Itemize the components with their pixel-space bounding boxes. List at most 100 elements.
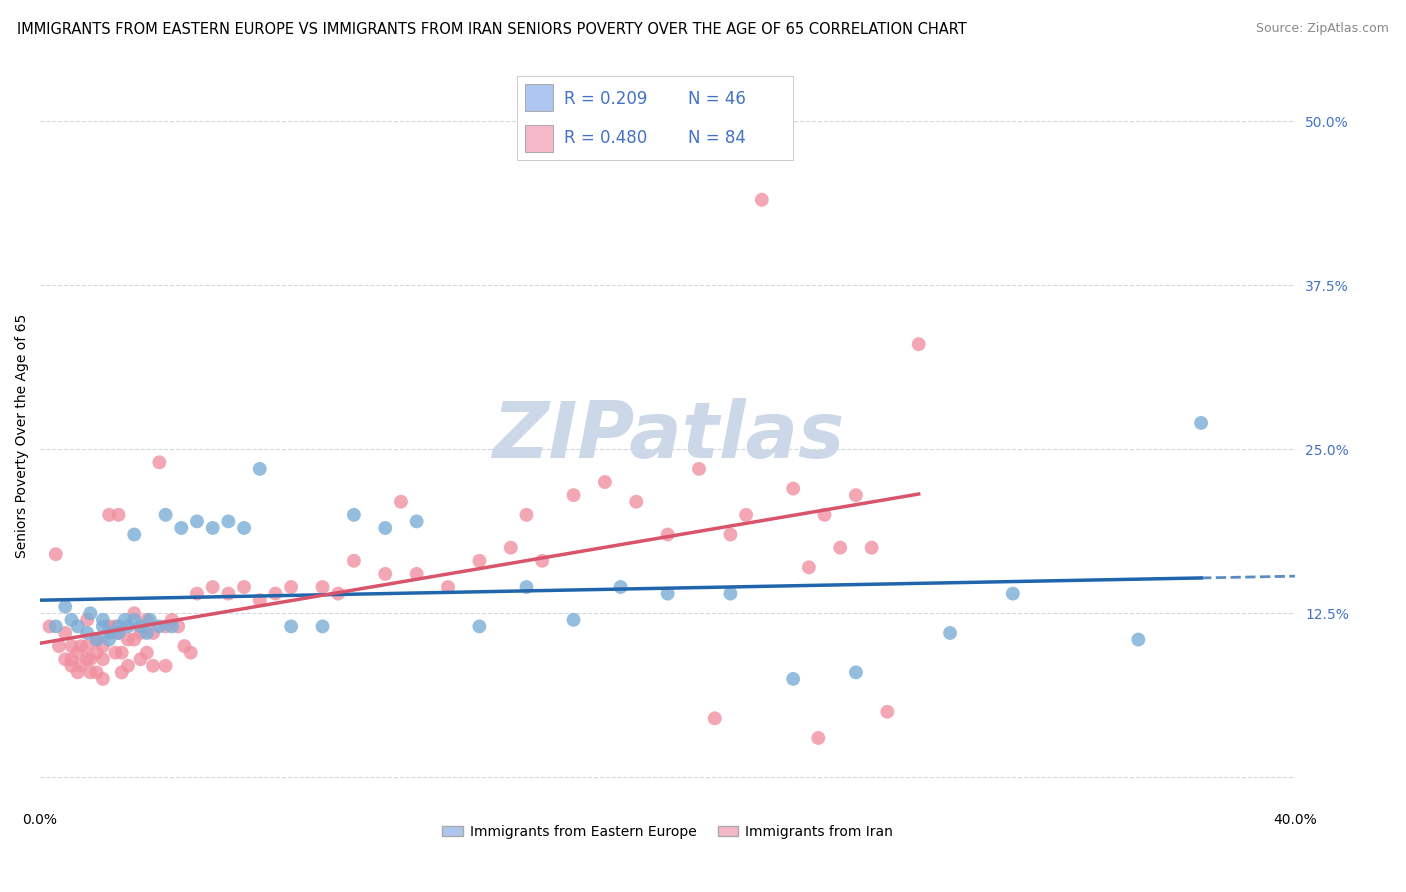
Point (217, 515, 239, 529)
Point (343, 508, 366, 522)
Point (907, 337, 929, 351)
Point (38, 619, 60, 633)
Point (311, 580, 333, 594)
Point (114, 613, 136, 627)
Point (91, 639, 114, 653)
Point (782, 672, 804, 686)
Point (876, 705, 898, 719)
Point (139, 613, 162, 627)
Point (720, 586, 742, 600)
Point (86, 665, 108, 680)
Point (405, 515, 427, 529)
Point (66, 619, 89, 633)
Point (468, 619, 491, 633)
Point (405, 566, 427, 581)
Point (86, 646, 108, 660)
Point (562, 488, 585, 502)
Point (233, 521, 256, 535)
Point (155, 508, 177, 522)
Point (657, 586, 679, 600)
Point (142, 658, 165, 673)
Point (249, 462, 271, 476)
Text: IMMIGRANTS FROM EASTERN EUROPE VS IMMIGRANTS FROM IRAN SENIORS POVERTY OVER THE : IMMIGRANTS FROM EASTERN EUROPE VS IMMIGR… (17, 22, 966, 37)
Point (939, 626, 962, 640)
Point (111, 646, 134, 660)
Point (797, 560, 820, 574)
Text: ZIPatlas: ZIPatlas (492, 398, 844, 474)
Point (180, 646, 202, 660)
Point (135, 646, 157, 660)
Point (66, 665, 89, 680)
Point (562, 613, 585, 627)
Point (328, 586, 350, 600)
Point (311, 619, 333, 633)
Point (201, 580, 224, 594)
Point (117, 658, 139, 673)
Point (76, 639, 98, 653)
Point (86, 632, 108, 647)
Point (111, 665, 134, 680)
Point (129, 619, 152, 633)
Point (515, 508, 537, 522)
Point (249, 593, 271, 607)
Legend: Immigrants from Eastern Europe, Immigrants from Iran: Immigrants from Eastern Europe, Immigran… (437, 820, 898, 845)
Point (1128, 632, 1150, 647)
Point (173, 639, 195, 653)
Point (374, 521, 396, 535)
Point (148, 619, 170, 633)
Point (751, 193, 773, 207)
Point (70, 658, 93, 673)
Point (160, 613, 183, 627)
Point (79, 665, 101, 680)
Point (593, 475, 616, 489)
Point (98, 632, 121, 647)
Point (160, 619, 183, 633)
Point (104, 619, 127, 633)
Point (122, 613, 145, 627)
Point (104, 646, 127, 660)
Point (91, 613, 114, 627)
Point (807, 731, 830, 745)
Point (609, 580, 631, 594)
Point (107, 626, 129, 640)
Point (703, 711, 725, 725)
Point (107, 619, 129, 633)
Point (389, 494, 412, 508)
Point (830, 541, 852, 555)
Point (70, 639, 93, 653)
Point (122, 607, 145, 621)
Point (45, 619, 67, 633)
Point (129, 626, 152, 640)
Point (53, 599, 76, 614)
Point (186, 586, 208, 600)
Point (45, 547, 67, 561)
Point (155, 658, 177, 673)
Point (91, 619, 114, 633)
Point (735, 508, 758, 522)
Point (91, 672, 114, 686)
Point (170, 521, 193, 535)
Point (437, 580, 460, 594)
Point (117, 619, 139, 633)
Point (98, 619, 121, 633)
Point (468, 554, 491, 568)
Point (76, 626, 98, 640)
Point (499, 541, 522, 555)
Point (76, 613, 98, 627)
Point (117, 632, 139, 647)
Point (60, 652, 83, 666)
Point (91, 652, 114, 666)
Point (186, 515, 208, 529)
Point (60, 658, 83, 673)
Point (53, 652, 76, 666)
Point (142, 626, 165, 640)
Point (53, 626, 76, 640)
Point (343, 554, 366, 568)
Point (135, 626, 157, 640)
Point (98, 508, 121, 522)
Y-axis label: Seniors Poverty Over the Age of 65: Seniors Poverty Over the Age of 65 (15, 314, 30, 558)
Point (626, 494, 648, 508)
Point (76, 652, 98, 666)
Point (657, 527, 679, 541)
Point (122, 527, 145, 541)
